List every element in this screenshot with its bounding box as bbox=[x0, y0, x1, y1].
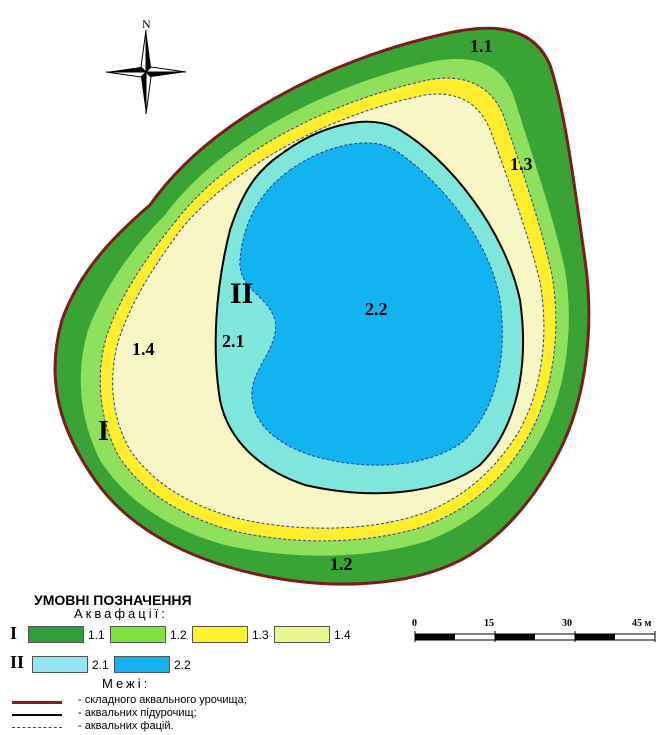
map-label-2-2: 2.2 bbox=[365, 299, 388, 319]
legend-label-1-2: 1.2 bbox=[170, 628, 187, 642]
legend-label-1-4: 1.4 bbox=[334, 628, 351, 642]
legend-label-1-3: 1.3 bbox=[252, 628, 269, 642]
legend-label-2-2: 2.2 bbox=[174, 658, 191, 672]
legend-boundaries-title: Межі: bbox=[102, 676, 151, 691]
legend-swatch-1-4 bbox=[274, 626, 330, 643]
map-label-2-1: 2.1 bbox=[222, 331, 245, 351]
map-label-roman-2: II bbox=[230, 277, 253, 310]
legend-line-complex-tract: - складного аквального урочища; bbox=[12, 694, 372, 708]
legend-swatch-2-2 bbox=[114, 656, 170, 673]
scale-tick-0: 0 bbox=[412, 618, 417, 629]
legend-aquafacies-title: Аквафації: bbox=[74, 606, 168, 621]
legend-line-facies: - аквальних фацій. bbox=[12, 720, 372, 734]
scale-tick-30: 30 bbox=[562, 618, 572, 629]
zone-2-2-area bbox=[239, 142, 503, 466]
scale-bar: 0 15 30 45 м bbox=[410, 618, 660, 648]
scale-tick-45: 45 м bbox=[632, 618, 652, 629]
legend-label-2-1: 2.1 bbox=[92, 658, 109, 672]
legend-label-1-1: 1.1 bbox=[88, 628, 105, 642]
map-label-roman-1: I bbox=[98, 416, 109, 447]
legend-group-2-roman: II bbox=[10, 652, 25, 672]
legend-group-1-roman: I bbox=[10, 623, 18, 643]
legend-swatch-1-1 bbox=[28, 626, 84, 643]
legend-line-subtract: - аквальних підурочищ; bbox=[12, 707, 372, 721]
scale-tick-15: 15 bbox=[484, 618, 494, 629]
scale-bar-graphic bbox=[414, 631, 656, 642]
legend-swatch-1-3 bbox=[192, 626, 248, 643]
compass-rose-icon: N bbox=[105, 17, 187, 115]
map-label-1-3: 1.3 bbox=[510, 154, 533, 174]
north-label: N bbox=[142, 17, 151, 31]
map-label-1-1: 1.1 bbox=[470, 36, 493, 56]
map-label-1-4: 1.4 bbox=[132, 339, 155, 359]
legend-swatch-2-1 bbox=[32, 656, 88, 673]
bathymetric-map: 1.1 1.3 1.4 2.1 2.2 1.2 I II N bbox=[53, 17, 591, 586]
legend-title: УМОВНІ ПОЗНАЧЕННЯ bbox=[34, 592, 192, 608]
legend-swatch-1-2 bbox=[110, 626, 166, 643]
map-label-1-2: 1.2 bbox=[330, 554, 353, 574]
